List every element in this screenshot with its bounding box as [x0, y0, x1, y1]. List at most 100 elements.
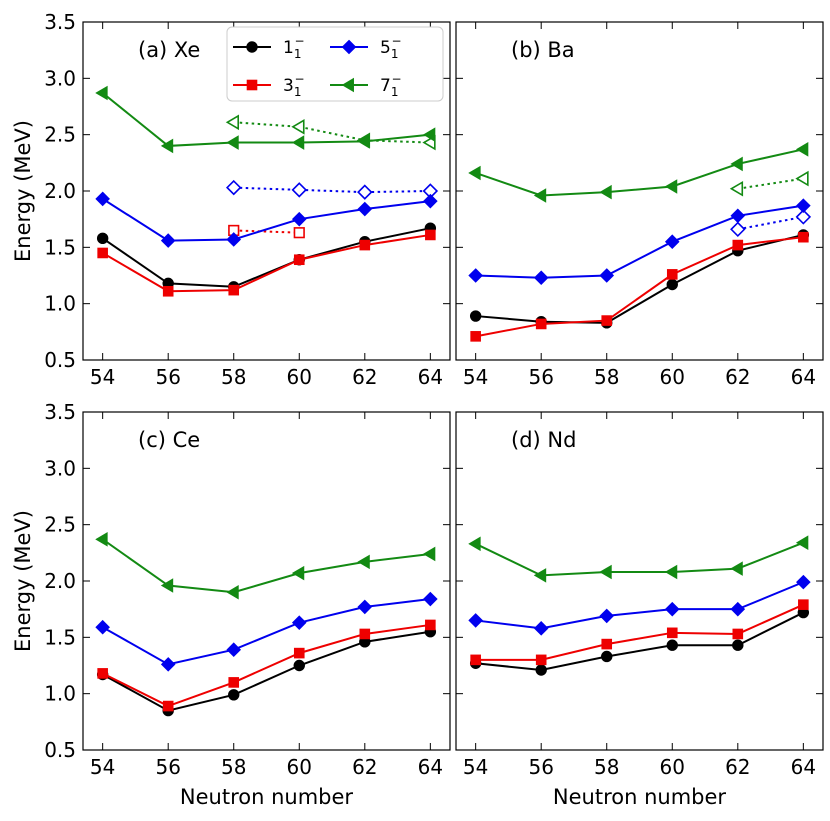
experimental-line-s3 — [233, 229, 300, 234]
series-point-s5 — [95, 619, 110, 635]
series-line-s5 — [475, 204, 804, 279]
experimental-point-s7 — [225, 114, 240, 131]
series-line-s7 — [475, 541, 804, 577]
panel-3: 54 56 58 60 62 64 0.5 1.0 1.5 2.0 2.5 3.0 3.5 Energy … — [11, 400, 451, 809]
series-line-s1 — [475, 611, 804, 672]
series-point-s1 — [601, 650, 613, 663]
series-point-s5 — [291, 211, 307, 227]
x-tick-label: 64 — [418, 755, 443, 779]
x-tick-label: 60 — [287, 365, 312, 389]
series-point-s3 — [666, 627, 678, 639]
x-tick-label: 54 — [90, 365, 115, 389]
series-point-s3 — [732, 628, 744, 640]
series-point-s3 — [425, 229, 436, 241]
series-line-s1 — [102, 227, 431, 288]
x-tick-label: 58 — [221, 755, 246, 779]
legend: 11− 51− 31− 71− — [226, 26, 444, 102]
x-tick-label: 60 — [287, 755, 312, 779]
y-tick-label: 3.0 — [44, 456, 76, 480]
panel-label: (a) Xe — [138, 38, 200, 62]
series-point-s3 — [162, 700, 174, 712]
series-point-s7 — [664, 564, 678, 580]
series-point-s7 — [533, 188, 547, 203]
panel-4: 54 56 58 60 62 64 Neutron number (d) Nd — [455, 411, 824, 809]
legend-entry-s7: 71− — [330, 72, 402, 99]
series-point-s3 — [798, 231, 809, 243]
legend-marker — [246, 41, 258, 53]
series-line-s3 — [102, 623, 431, 708]
experimental-point-s7 — [291, 118, 305, 135]
series-point-s3 — [798, 599, 809, 610]
series-point-s3 — [535, 654, 547, 666]
series-point-s5 — [533, 621, 549, 636]
series-point-s5 — [423, 193, 438, 209]
x-tick-label: 56 — [528, 365, 553, 389]
legend-label: 31− — [283, 72, 305, 99]
legend-marker — [246, 79, 258, 91]
legend-entry-s3: 31− — [233, 72, 305, 99]
series-point-s5 — [664, 601, 680, 617]
x-tick-label: 60 — [660, 365, 685, 389]
series-point-s1 — [469, 310, 482, 322]
series-point-s5 — [599, 268, 615, 283]
legend-label: 71− — [380, 72, 402, 99]
series-point-s5 — [796, 574, 811, 590]
x-tick-label: 54 — [463, 755, 488, 779]
plot-frame — [455, 21, 824, 361]
experimental-line-s7 — [737, 177, 804, 190]
series-point-s3 — [228, 677, 240, 688]
series-point-s7 — [795, 142, 809, 157]
experimental-line-s5 — [737, 215, 804, 231]
x-tick-label: 62 — [725, 755, 750, 779]
series-point-s7 — [795, 535, 809, 550]
legend-box — [226, 26, 444, 102]
series-point-s7 — [533, 568, 547, 583]
series-point-s5 — [160, 657, 176, 672]
y-tick-label: 3.5 — [44, 10, 76, 34]
series-point-s7 — [664, 179, 678, 194]
series-point-s1 — [228, 689, 240, 701]
series-point-s3 — [97, 668, 108, 679]
y-tick-label: 1.5 — [44, 235, 76, 259]
y-tick-label: 0.5 — [44, 348, 76, 372]
series-line-s3 — [475, 236, 804, 338]
x-tick-label: 58 — [594, 365, 619, 389]
series-point-s5 — [160, 233, 176, 248]
legend-entry-s5: 51− — [330, 34, 402, 61]
y-tick-label: 2.5 — [44, 123, 76, 147]
experimental-point-s5 — [226, 179, 242, 196]
y-tick-label: 1.5 — [44, 625, 76, 649]
series-point-s7 — [599, 184, 612, 200]
x-tick-label: 62 — [725, 365, 750, 389]
series-point-s1 — [96, 232, 109, 245]
series-point-s5 — [533, 270, 549, 286]
panel-2: 54 56 58 60 62 64 (b) Ba — [455, 21, 824, 389]
series-point-s7 — [599, 564, 612, 580]
y-tick-label: 2.5 — [44, 513, 76, 537]
series-point-s1 — [666, 278, 678, 291]
y-axis-label: Energy (MeV) — [11, 120, 35, 262]
series-point-s7 — [422, 127, 436, 142]
experimental-point-s7 — [729, 180, 744, 197]
experimental-point-s5 — [357, 184, 373, 200]
series-point-s3 — [732, 239, 744, 251]
legend-label: 51− — [380, 34, 402, 61]
y-tick-label: 1.0 — [44, 682, 76, 706]
x-tick-label: 64 — [791, 755, 816, 779]
series-point-s3 — [535, 318, 547, 330]
series-point-s5 — [796, 198, 811, 213]
plot-frame — [82, 411, 451, 751]
y-tick-label: 2.0 — [44, 569, 76, 593]
y-axis-label: Energy (MeV) — [11, 510, 35, 652]
series-point-s7 — [422, 546, 436, 562]
x-tick-label: 60 — [660, 755, 685, 779]
series-point-s1 — [535, 664, 547, 676]
series-line-s3 — [475, 603, 804, 661]
series-point-s5 — [291, 615, 307, 630]
x-tick-label: 58 — [594, 755, 619, 779]
series-point-s3 — [228, 284, 240, 296]
series-line-s7 — [102, 92, 431, 147]
series-point-s3 — [666, 269, 678, 280]
series-point-s3 — [470, 331, 481, 342]
